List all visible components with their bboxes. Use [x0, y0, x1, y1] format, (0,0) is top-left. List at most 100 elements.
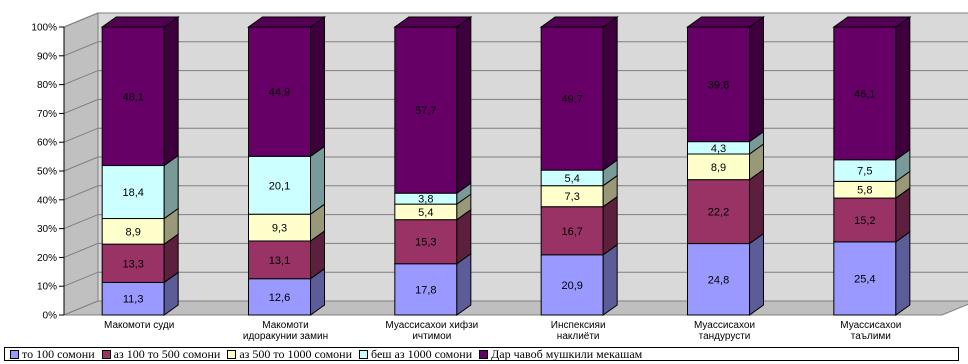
category-label: Макомоти: [262, 320, 308, 331]
y-tick-label: 10%: [37, 282, 57, 293]
data-label: 8,9: [126, 226, 141, 238]
bar-side: [163, 16, 179, 167]
bar-top: [832, 16, 912, 28]
category-label: Муассисахои хифзи: [385, 319, 478, 331]
y-tick-label: 50%: [37, 167, 57, 178]
bar-top: [393, 16, 473, 28]
data-label: 7,5: [857, 166, 872, 178]
bar-segment: [394, 193, 472, 221]
legend-label: беш аз 1000 сомони: [371, 347, 473, 361]
data-label: 49,7: [561, 94, 582, 106]
y-tick-label: 30%: [37, 224, 57, 235]
bar-front: [833, 26, 897, 161]
bar-top: [100, 16, 180, 28]
legend-swatch: [227, 349, 237, 359]
bar-front: [394, 219, 458, 265]
y-tick-label: 100%: [31, 23, 57, 34]
y-tick-label: 60%: [37, 138, 57, 149]
stacked-bar-chart: 0% 10% 20% 30% 40% 50% 60% 70% 80% 90% 100% 11,3 13,…: [31, 12, 968, 342]
legend-item: аз 500 то 1000 сомони: [227, 347, 352, 361]
category-label: Муассисахои: [840, 320, 901, 331]
bar-segment: [394, 208, 472, 265]
y-tick-label: 20%: [37, 253, 57, 264]
legend: то 100 сомони аз 100 то 500 сомони аз 500 …: [4, 347, 959, 361]
y-tick-label: 40%: [37, 195, 57, 206]
data-label: 5,4: [565, 173, 580, 185]
legend-label: аз 500 то 1000 сомони: [239, 347, 352, 361]
data-label: 18,4: [122, 187, 143, 199]
bar-side: [310, 145, 325, 216]
bar-segment: [248, 145, 325, 216]
y-tick-label: 90%: [37, 51, 57, 62]
legend-swatch: [101, 349, 111, 359]
bar-front: [248, 213, 311, 242]
legend-item: аз 100 то 500 сомони: [101, 347, 221, 361]
bar-side: [749, 168, 764, 245]
y-tick-label: 70%: [37, 109, 57, 120]
bar-front: [248, 240, 311, 280]
bar-segment: [833, 187, 911, 243]
y-tick-label: 0%: [43, 311, 58, 322]
data-label: 9,3: [272, 223, 287, 235]
bar-front: [248, 155, 311, 215]
legend-item: Дар чавоб мушкили мекашам: [479, 347, 643, 361]
category-label: тандурусти: [699, 331, 751, 342]
bar-side: [749, 232, 764, 316]
bar-front: [833, 197, 897, 243]
gridline: [63, 12, 968, 28]
data-label: 48,1: [122, 91, 143, 103]
bar-segment: [248, 230, 325, 280]
legend-label: Дар чавоб мушкили мекашам: [491, 347, 643, 361]
legend-label: аз 100 то 500 сомони: [113, 347, 221, 361]
data-label: 11,3: [123, 294, 144, 306]
data-label: 44,9: [269, 87, 290, 99]
category-label: Инспексияи: [551, 320, 606, 331]
bar-segment: [248, 203, 325, 242]
category-label: Макомоти суди: [104, 320, 174, 331]
bar-segment: [394, 252, 472, 316]
data-label: 15,2: [854, 215, 875, 227]
bar-side: [895, 16, 911, 161]
gridline: [63, 242, 968, 258]
legend-swatch: [479, 349, 489, 359]
bar-side: [895, 230, 911, 316]
legend-label: то 100 сомони: [22, 347, 95, 361]
data-label: 8,9: [711, 162, 726, 174]
data-label: 20,1: [269, 180, 290, 192]
data-label: 25,4: [854, 273, 875, 285]
bar-segment: [101, 271, 179, 316]
bar-front: [248, 26, 311, 157]
data-label: 13,1: [269, 255, 290, 267]
gridline: [63, 214, 968, 230]
bar-segment: [833, 170, 911, 200]
y-tick-label: 80%: [37, 80, 57, 91]
category-label: Муассисахои: [694, 320, 755, 331]
bar-segment: [100, 16, 180, 167]
bar-top: [246, 16, 327, 28]
bar-side: [456, 252, 472, 316]
bar-front: [101, 165, 165, 220]
bar-segment: [833, 230, 911, 316]
bar-front: [540, 206, 604, 256]
bar-side: [310, 16, 325, 158]
bar-side: [456, 16, 472, 195]
bar-front: [101, 26, 165, 167]
bar-side: [602, 16, 618, 172]
gridline: [63, 70, 968, 86]
data-label: 5,4: [418, 207, 433, 219]
gridline: [63, 271, 968, 287]
bar-segment: [101, 154, 179, 220]
bar-segment: [248, 267, 325, 316]
data-label: 24,8: [708, 274, 729, 286]
bar-segment: [832, 16, 912, 161]
bar-top: [539, 16, 619, 28]
gridline: [63, 41, 968, 57]
gridline: [63, 98, 968, 114]
legend-swatch: [10, 349, 19, 359]
data-label: 17,8: [415, 284, 436, 296]
bar-side: [602, 243, 618, 316]
data-label: 4,3: [711, 143, 726, 155]
bar-side: [749, 16, 764, 143]
bar-segment: [246, 16, 327, 158]
